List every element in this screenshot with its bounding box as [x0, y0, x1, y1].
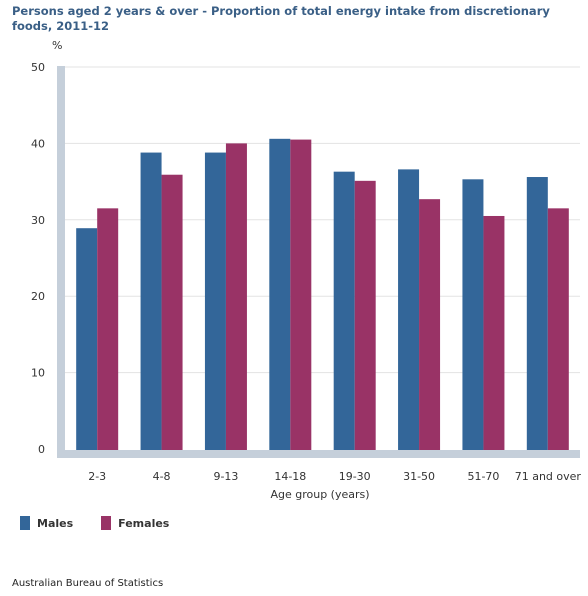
legend-item-males[interactable]: Males: [20, 516, 73, 530]
bar-females-31-50[interactable]: [419, 199, 441, 450]
x-axis-bar: [57, 450, 580, 458]
legend-item-females[interactable]: Females: [101, 516, 169, 530]
y-tick-label: 50: [31, 61, 45, 74]
bar-females-19-30[interactable]: [354, 180, 376, 450]
source-note: Australian Bureau of Statistics: [12, 578, 164, 589]
legend-swatch-females: [101, 516, 112, 530]
bar-males-51-70[interactable]: [462, 179, 484, 451]
x-tick-label: 51-70: [467, 470, 499, 483]
y-axis-bar: [57, 66, 65, 458]
chart-title: Persons aged 2 years & over - Proportion…: [12, 4, 550, 33]
bars: [76, 138, 569, 451]
x-tick-label: 9-13: [213, 470, 238, 483]
legend-label-females: Females: [118, 516, 170, 530]
bar-males-71-and-over[interactable]: [526, 177, 548, 451]
y-tick-label: 40: [31, 137, 45, 150]
x-tick-label: 31-50: [403, 470, 435, 483]
x-tick-label: 71 and over: [515, 470, 582, 483]
legend-swatch-males: [20, 516, 30, 530]
y-tick-label: 30: [31, 214, 45, 227]
bar-males-4-8[interactable]: [140, 152, 162, 450]
bar-females-71-and-over[interactable]: [547, 208, 569, 450]
x-tick-label: 14-18: [274, 470, 306, 483]
y-tick-label: 20: [31, 290, 45, 303]
y-tick-labels: 0 10 20 30 40 50: [31, 61, 45, 456]
x-axis-title: Age group (years): [270, 488, 369, 501]
bar-chart: % 0 10 20 30 40 50 2-3 4-8 9-13 14-18 19-30 31-50 5…: [31, 39, 581, 501]
x-tick-label: 19-30: [339, 470, 371, 483]
bar-males-19-30[interactable]: [333, 171, 355, 450]
bar-males-31-50[interactable]: [398, 169, 420, 450]
y-axis-unit-label: %: [52, 39, 62, 52]
y-tick-label: 10: [31, 367, 45, 380]
bar-males-2-3[interactable]: [76, 228, 98, 450]
bar-females-4-8[interactable]: [161, 174, 183, 450]
legend-label-males: Males: [37, 516, 74, 530]
bar-females-2-3[interactable]: [97, 208, 119, 450]
bar-females-14-18[interactable]: [290, 139, 312, 450]
bar-females-51-70[interactable]: [483, 215, 505, 450]
bar-females-9-13[interactable]: [225, 143, 247, 450]
x-tick-label: 4-8: [153, 470, 171, 483]
x-tick-labels: 2-3 4-8 9-13 14-18 19-30 31-50 51-70 71 and ove…: [88, 470, 581, 483]
y-tick-label: 0: [38, 443, 45, 456]
bar-males-9-13[interactable]: [204, 152, 226, 450]
bar-males-14-18[interactable]: [269, 138, 291, 451]
legend: Males Females: [20, 516, 169, 530]
x-tick-label: 2-3: [88, 470, 106, 483]
